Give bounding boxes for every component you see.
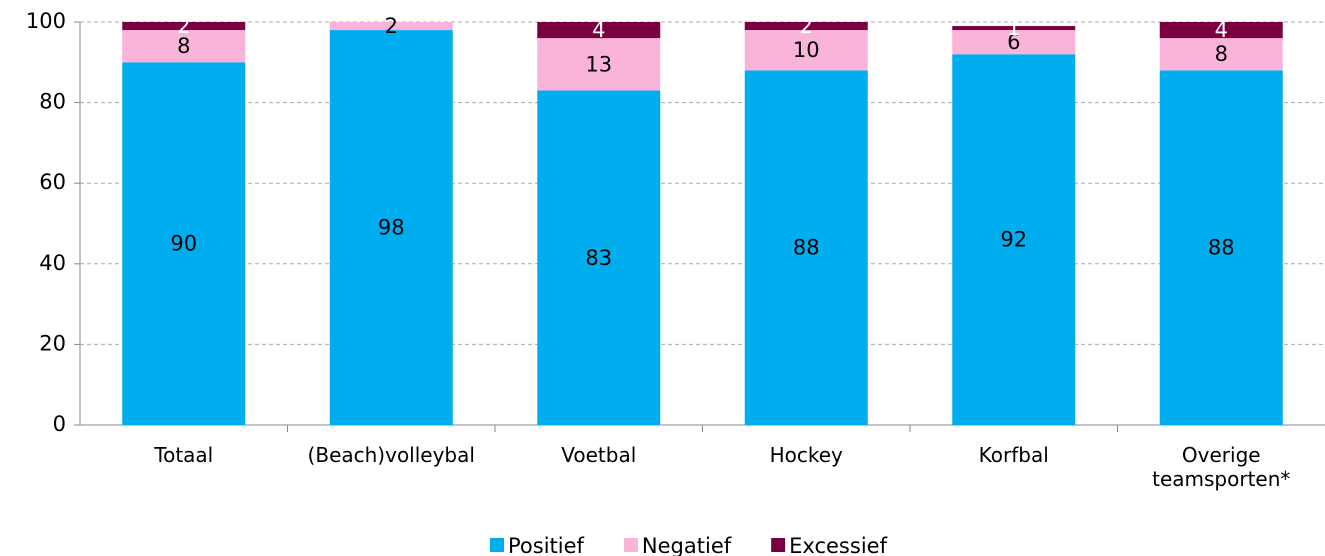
data-label: 8 xyxy=(177,34,190,58)
y-tick-label: 0 xyxy=(53,412,66,436)
bar-segment xyxy=(537,22,661,39)
bar-segment xyxy=(952,30,1076,55)
bar-segment xyxy=(744,22,868,31)
data-label: 8 xyxy=(1215,42,1228,66)
bar-segment xyxy=(952,26,1076,31)
bar-segment xyxy=(1159,22,1283,39)
data-label: 88 xyxy=(1208,236,1235,260)
legend-label: Positief xyxy=(508,534,585,556)
data-label: 13 xyxy=(585,52,612,76)
legend-label: Negatief xyxy=(642,534,732,556)
x-tick-label: Voetbal xyxy=(561,443,637,467)
data-label: 10 xyxy=(793,38,820,62)
y-tick-label: 40 xyxy=(39,251,66,275)
data-label: 1 xyxy=(1007,16,1020,40)
data-label: 88 xyxy=(793,236,820,260)
data-label: 92 xyxy=(1000,228,1027,252)
x-tick-label: Totaal xyxy=(154,443,214,467)
data-label: 2 xyxy=(385,14,398,38)
bar-segment xyxy=(1159,70,1283,426)
y-tick-label: 60 xyxy=(39,170,66,194)
x-tick-label: (Beach)volleybal xyxy=(307,443,475,467)
data-label: 90 xyxy=(170,232,197,256)
data-label: 4 xyxy=(592,18,605,42)
bar-segment xyxy=(1159,38,1283,71)
legend-swatch xyxy=(490,538,504,552)
legend-swatch xyxy=(623,538,638,552)
bar-segment xyxy=(329,30,453,426)
data-label: 2 xyxy=(177,14,190,38)
data-label: 98 xyxy=(378,216,405,240)
bar-segment xyxy=(122,62,246,426)
data-label: 4 xyxy=(1215,18,1228,42)
y-tick-label: 80 xyxy=(39,90,66,114)
data-label: 83 xyxy=(585,246,612,270)
bar-segment xyxy=(122,30,246,63)
y-tick-label: 100 xyxy=(26,9,66,33)
x-tick-label: Overige teamsporten* xyxy=(1152,443,1291,491)
bar-segment xyxy=(122,22,246,31)
bar-segment xyxy=(537,38,661,91)
legend-label: Excessief xyxy=(789,534,887,556)
data-label: 2 xyxy=(800,14,813,38)
y-tick-label: 20 xyxy=(39,331,66,355)
x-tick-label: Korfbal xyxy=(978,443,1049,467)
bar-segment xyxy=(744,70,868,426)
bar-segment xyxy=(744,30,868,71)
bar-segment xyxy=(537,90,661,425)
data-label: 6 xyxy=(1007,30,1020,54)
bar-segment xyxy=(952,54,1076,426)
x-tick-label: Hockey xyxy=(769,443,843,467)
bar-segment xyxy=(329,22,453,31)
legend-swatch xyxy=(771,538,786,552)
